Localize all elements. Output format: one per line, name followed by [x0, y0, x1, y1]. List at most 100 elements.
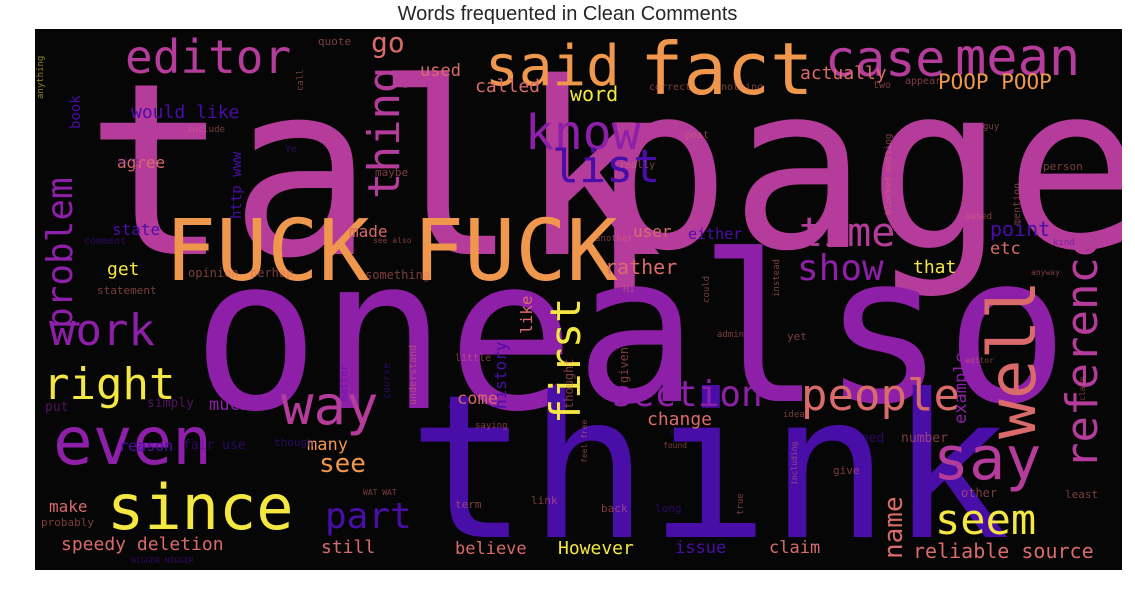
word-list: list: [552, 140, 661, 193]
word-either: either: [688, 225, 743, 243]
word-perhap: perhap: [250, 266, 294, 280]
word-rather: rather: [605, 255, 678, 279]
word-come: come: [457, 389, 498, 409]
word-instead: instead: [772, 259, 782, 297]
word-long: long: [655, 502, 682, 515]
word-other: other: [961, 486, 998, 500]
word-reference: reference: [1057, 230, 1108, 469]
word-matter: matter: [339, 364, 350, 401]
word-nothing: nothing: [721, 82, 764, 93]
word-way: way: [281, 374, 379, 437]
word-site: site: [117, 156, 142, 167]
word-time: time: [799, 210, 896, 256]
word-guy: guy: [983, 122, 1000, 132]
word-claim: claim: [769, 538, 821, 558]
word-say: say: [933, 424, 1042, 494]
word-see-also: see also: [373, 236, 412, 245]
word-reliable-source: reliable source: [913, 539, 1094, 563]
word-yet: yet: [787, 330, 807, 343]
word-talk: talk: [85, 31, 663, 311]
word-anything: anything: [36, 55, 46, 99]
word-people: people: [801, 370, 960, 421]
word-go: go: [371, 29, 405, 59]
word-case: case: [825, 30, 946, 88]
word-least: least: [1065, 488, 1099, 501]
word-that: that: [913, 257, 957, 278]
word-book: book: [68, 95, 84, 129]
word-mean: mean: [955, 29, 1081, 88]
word-fact: fact: [640, 29, 814, 111]
word-kind: kind: [1053, 238, 1075, 248]
word-opinion: opinion: [188, 266, 239, 280]
word-word: word: [570, 82, 619, 106]
word-maybe: maybe: [375, 166, 409, 179]
word-seem: seem: [935, 495, 1037, 544]
word-based: based: [965, 212, 993, 222]
word-reason: reason: [119, 437, 174, 455]
word-even: even: [53, 403, 212, 480]
word-show: show: [797, 248, 884, 289]
word-issue: issue: [675, 538, 727, 558]
word-hi: Hi: [623, 284, 636, 295]
word-nigger-nigger: NIGGER NIGGER: [131, 556, 194, 565]
word-feel-free: feel free: [580, 419, 589, 463]
word-user: user: [633, 222, 672, 241]
word-mention: mention: [1012, 182, 1023, 225]
word-change: change: [647, 409, 713, 430]
word-believe: believe: [455, 539, 527, 559]
word-something: something: [365, 268, 431, 282]
word-back: back: [601, 502, 628, 515]
word-said: said: [485, 34, 620, 99]
word-still: still: [321, 537, 376, 558]
word-two: two: [873, 80, 892, 91]
word-make: make: [49, 497, 88, 516]
word-agree: agree: [117, 153, 166, 172]
word-correct: correct: [649, 82, 692, 93]
word-get: get: [107, 259, 140, 280]
word-including: including: [790, 441, 799, 485]
word-statement: statement: [97, 284, 157, 297]
word-http-www: http www: [229, 151, 245, 219]
word-state: state: [112, 220, 161, 239]
word-also: also: [575, 212, 1069, 450]
word-fuck-1: FUCK: [165, 202, 370, 301]
word-since: since: [107, 471, 294, 544]
word-much: much: [209, 395, 250, 415]
word-page: page: [593, 35, 1122, 301]
word-claim-small: claim: [1078, 376, 1087, 401]
word-term: term: [455, 498, 482, 511]
word-put: put: [45, 400, 69, 415]
word-one: one: [192, 211, 575, 458]
word-work: work: [49, 305, 155, 356]
word-true: true: [736, 493, 746, 515]
word-saying: saying: [475, 421, 508, 431]
word-give: give: [833, 464, 860, 477]
word-think: think: [408, 352, 1011, 570]
word-another: another: [595, 234, 633, 244]
word-made: made: [349, 222, 388, 241]
word-speedy-deletion: speedy deletion: [61, 534, 224, 555]
word-given: given: [617, 346, 631, 383]
word-appear: appear: [905, 76, 942, 87]
word-person: person: [1043, 160, 1083, 173]
word-actually: actually: [800, 63, 887, 84]
word-thing: thing: [359, 66, 410, 199]
word-fair-use: fair use: [183, 438, 246, 453]
word-found: found: [663, 441, 688, 450]
word-simply: simply: [147, 396, 194, 411]
word-support: support: [669, 428, 703, 437]
word-little: little: [455, 353, 492, 364]
word-part: part: [325, 496, 412, 537]
word-called: called: [475, 76, 541, 97]
word-really: really: [619, 160, 656, 171]
word-used: used: [420, 61, 461, 81]
word-though: though: [274, 436, 314, 449]
chart-title: Words frequented in Clean Comments: [397, 3, 738, 25]
word-editor: editor: [125, 30, 292, 84]
word-anyway: anyway: [1031, 268, 1060, 277]
word-etc: etc: [990, 239, 1021, 259]
word-include: include: [187, 125, 225, 135]
word-however: However: [558, 538, 634, 559]
word-post: post: [685, 130, 710, 141]
word-comment: comment: [84, 236, 127, 247]
